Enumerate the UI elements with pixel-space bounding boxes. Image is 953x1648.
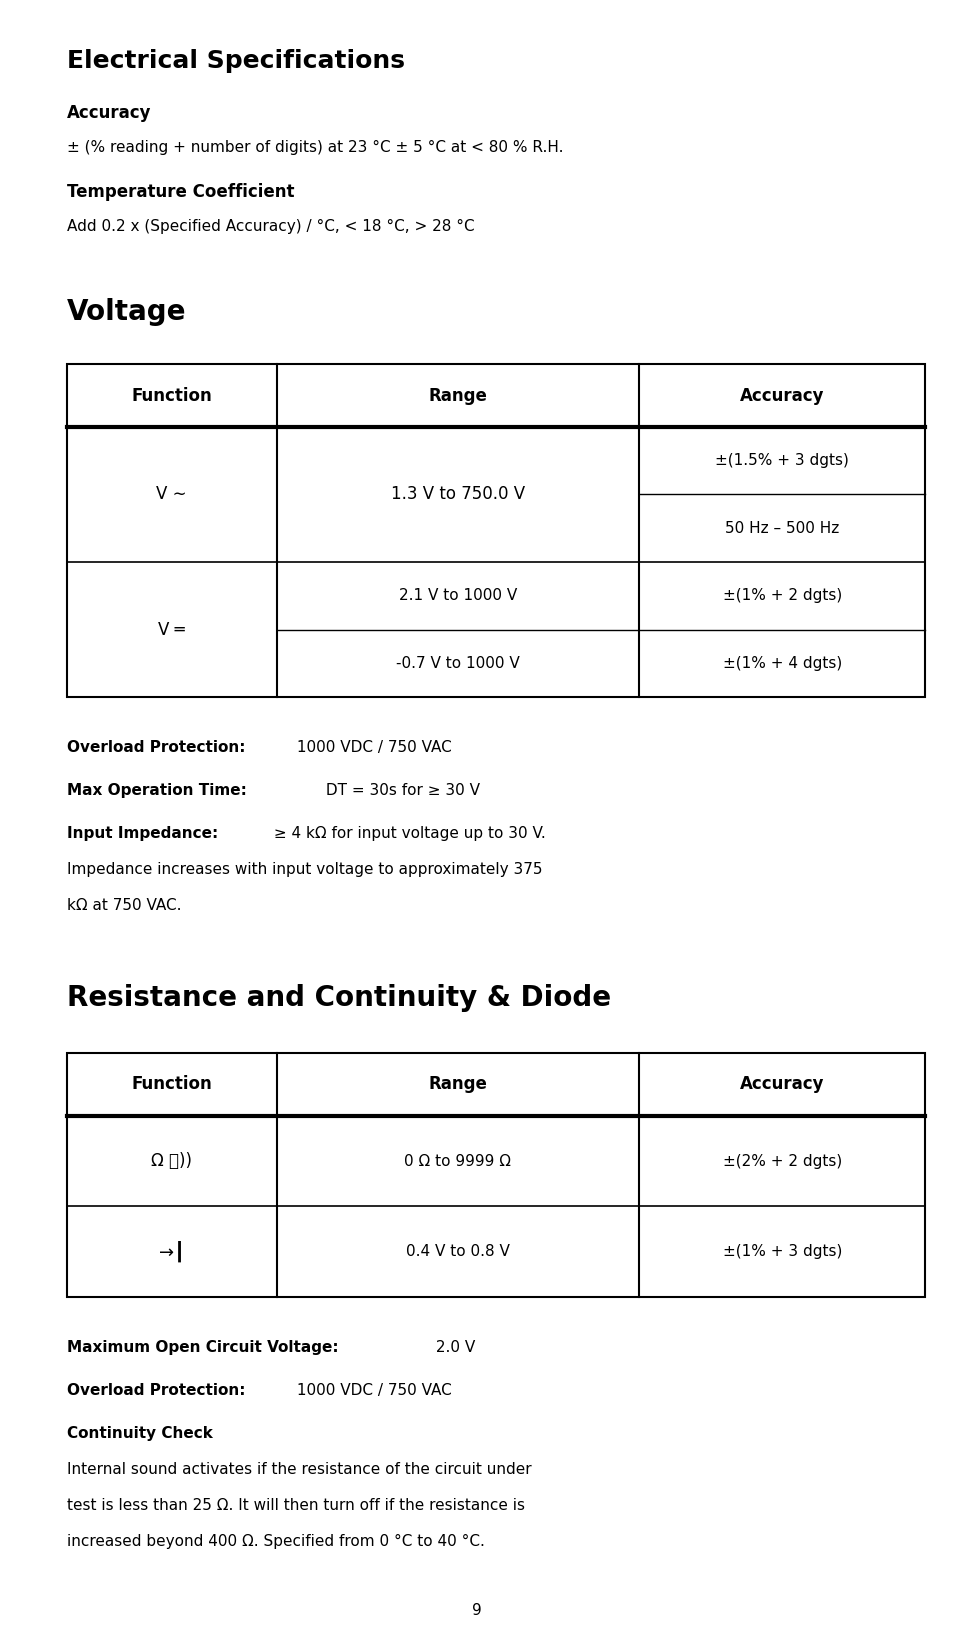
Text: Add 0.2 x (Specified Accuracy) / °C, < 18 °C, > 28 °C: Add 0.2 x (Specified Accuracy) / °C, < 1… <box>67 219 474 234</box>
Text: 2.1 V to 1000 V: 2.1 V to 1000 V <box>398 588 517 603</box>
Text: Input Impedance:: Input Impedance: <box>67 826 218 840</box>
Text: Max Operation Time:: Max Operation Time: <box>67 783 247 798</box>
Text: increased beyond 400 Ω. Specified from 0 °C to 40 °C.: increased beyond 400 Ω. Specified from 0… <box>67 1534 484 1549</box>
Text: Overload Protection:: Overload Protection: <box>67 1383 245 1398</box>
Text: 1.3 V to 750.0 V: 1.3 V to 750.0 V <box>391 486 524 503</box>
Text: Electrical Specifications: Electrical Specifications <box>67 49 404 74</box>
Text: ± (% reading + number of digits) at 23 °C ± 5 °C at < 80 % R.H.: ± (% reading + number of digits) at 23 °… <box>67 140 562 155</box>
Text: Impedance increases with input voltage to approximately 375: Impedance increases with input voltage t… <box>67 862 541 877</box>
Text: Accuracy: Accuracy <box>67 104 152 122</box>
Text: -0.7 V to 1000 V: -0.7 V to 1000 V <box>395 656 519 671</box>
Text: 0 Ω to 9999 Ω: 0 Ω to 9999 Ω <box>404 1154 511 1168</box>
Text: Voltage: Voltage <box>67 298 186 326</box>
Text: Internal sound activates if the resistance of the circuit under: Internal sound activates if the resistan… <box>67 1462 531 1477</box>
Text: V ═: V ═ <box>158 621 185 638</box>
Text: DT = 30s for ≥ 30 V: DT = 30s for ≥ 30 V <box>320 783 479 798</box>
Text: 1000 VDC / 750 VAC: 1000 VDC / 750 VAC <box>292 740 451 755</box>
Text: Range: Range <box>428 387 487 404</box>
Text: 0.4 V to 0.8 V: 0.4 V to 0.8 V <box>406 1244 509 1259</box>
Text: ≥ 4 kΩ for input voltage up to 30 V.: ≥ 4 kΩ for input voltage up to 30 V. <box>269 826 545 840</box>
Text: ±(1% + 4 dgts): ±(1% + 4 dgts) <box>722 656 841 671</box>
Text: test is less than 25 Ω. It will then turn off if the resistance is: test is less than 25 Ω. It will then tur… <box>67 1498 524 1513</box>
Text: Resistance and Continuity & Diode: Resistance and Continuity & Diode <box>67 984 610 1012</box>
Text: Range: Range <box>428 1076 487 1093</box>
Text: ±(2% + 2 dgts): ±(2% + 2 dgts) <box>722 1154 841 1168</box>
Text: V ∼: V ∼ <box>156 486 187 503</box>
Text: Accuracy: Accuracy <box>740 387 823 404</box>
Text: ±(1% + 3 dgts): ±(1% + 3 dgts) <box>721 1244 841 1259</box>
Text: ±(1.5% + 3 dgts): ±(1.5% + 3 dgts) <box>715 453 848 468</box>
Text: Accuracy: Accuracy <box>740 1076 823 1093</box>
Text: Ω ⧖)): Ω ⧖)) <box>152 1152 192 1170</box>
Text: Maximum Open Circuit Voltage:: Maximum Open Circuit Voltage: <box>67 1340 338 1355</box>
Text: 1000 VDC / 750 VAC: 1000 VDC / 750 VAC <box>292 1383 451 1398</box>
Text: 9: 9 <box>472 1604 481 1618</box>
Text: kΩ at 750 VAC.: kΩ at 750 VAC. <box>67 898 181 913</box>
Text: →┃: →┃ <box>158 1241 185 1262</box>
Text: ±(1% + 2 dgts): ±(1% + 2 dgts) <box>722 588 841 603</box>
Text: 50 Hz – 500 Hz: 50 Hz – 500 Hz <box>724 521 839 536</box>
Text: Continuity Check: Continuity Check <box>67 1426 213 1440</box>
Text: Function: Function <box>132 1076 212 1093</box>
Text: Temperature Coefficient: Temperature Coefficient <box>67 183 294 201</box>
Text: Function: Function <box>132 387 212 404</box>
Text: 2.0 V: 2.0 V <box>431 1340 475 1355</box>
Text: Overload Protection:: Overload Protection: <box>67 740 245 755</box>
FancyBboxPatch shape <box>67 1053 924 1297</box>
FancyBboxPatch shape <box>67 364 924 697</box>
